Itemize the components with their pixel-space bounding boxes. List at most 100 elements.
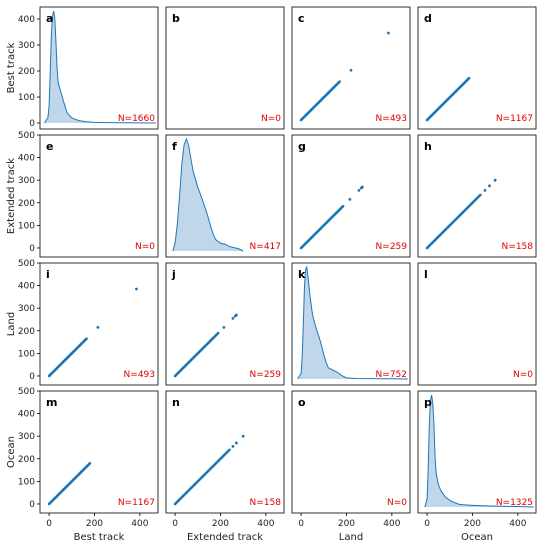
x-tick-label: 200 xyxy=(464,519,481,529)
y-tick-label: 500 xyxy=(18,259,35,269)
panel-i xyxy=(39,262,159,386)
scatter-point xyxy=(387,31,390,35)
y-tick-label: 500 xyxy=(18,131,35,141)
x-tick-label: 400 xyxy=(257,519,274,529)
kde-area xyxy=(44,11,156,123)
scatter-point xyxy=(231,316,235,320)
panel-k xyxy=(291,262,411,386)
panel-letter: d xyxy=(424,12,432,25)
y-tick-label: 0 xyxy=(29,372,35,382)
y-tick-label: 100 xyxy=(18,221,35,231)
panel-count-label: N=0 xyxy=(261,114,281,124)
scatter-point xyxy=(216,331,220,335)
scatter-point xyxy=(357,188,361,192)
panel-count-label: N=0 xyxy=(387,498,407,508)
panel-count-label: N=752 xyxy=(376,370,407,380)
panel-count-label: N=1167 xyxy=(118,498,155,508)
y-axis-label: Land xyxy=(6,312,17,336)
y-tick-label: 300 xyxy=(18,176,35,186)
panel-frame xyxy=(291,390,411,514)
kde-line xyxy=(44,10,156,124)
panel-frame xyxy=(417,134,537,258)
x-axis-label: Extended track xyxy=(187,532,263,543)
x-tick-label: 200 xyxy=(86,519,103,529)
scatter-point xyxy=(483,188,487,192)
y-tick-label: 300 xyxy=(18,41,35,51)
panel-h xyxy=(417,134,537,258)
scatter-point xyxy=(341,204,345,208)
panel-b xyxy=(165,6,285,130)
scatter-point xyxy=(493,178,497,182)
x-tick-label: 0 xyxy=(298,519,304,529)
panel-count-label: N=1325 xyxy=(496,498,533,508)
panel-count-label: N=259 xyxy=(250,370,282,380)
panel-p xyxy=(417,390,537,514)
panel-frame xyxy=(417,262,537,386)
scatter-point xyxy=(338,80,341,83)
y-tick-label: 100 xyxy=(18,349,35,359)
panel-e xyxy=(39,134,159,258)
scatter-point xyxy=(467,76,471,80)
panel-f xyxy=(165,134,285,258)
panel-frame xyxy=(291,134,411,258)
panel-j xyxy=(165,262,285,386)
panel-c xyxy=(291,6,411,130)
scatter-point xyxy=(88,462,92,465)
panel-frame xyxy=(417,6,537,130)
panel-frame xyxy=(165,134,285,258)
panel-count-label: N=0 xyxy=(135,242,155,252)
y-tick-label: 400 xyxy=(18,282,35,292)
x-tick-label: 0 xyxy=(46,519,52,529)
kde-area xyxy=(172,139,244,251)
y-tick-label: 0 xyxy=(29,244,35,254)
panel-l xyxy=(417,262,537,386)
panel-count-label: N=1660 xyxy=(118,114,155,124)
y-axis-label: Extended track xyxy=(6,158,17,234)
scatter-point xyxy=(360,185,364,189)
panel-frame xyxy=(165,390,285,514)
y-axis-label: Ocean xyxy=(6,436,17,468)
panel-letter: o xyxy=(298,396,306,409)
y-tick-label: 400 xyxy=(18,154,35,164)
panel-count-label: N=0 xyxy=(513,370,533,380)
y-tick-label: 0 xyxy=(29,119,35,129)
panel-letter: l xyxy=(424,268,428,281)
y-tick-label: 200 xyxy=(18,455,35,465)
panel-letter: k xyxy=(298,268,306,281)
y-tick-label: 300 xyxy=(18,432,35,442)
panel-a xyxy=(39,6,159,130)
x-tick-label: 200 xyxy=(212,519,229,529)
panel-frame xyxy=(291,262,411,386)
kde-area xyxy=(297,267,408,379)
scatter-point xyxy=(348,197,352,201)
panel-count-label: N=158 xyxy=(502,242,534,252)
panel-d xyxy=(417,6,537,130)
panel-count-label: N=1167 xyxy=(496,114,533,124)
y-tick-label: 200 xyxy=(18,67,35,77)
panel-frame xyxy=(291,6,411,130)
y-tick-label: 100 xyxy=(18,477,35,487)
panel-letter: f xyxy=(172,140,177,153)
panel-o xyxy=(291,390,411,514)
panel-frame xyxy=(165,6,285,130)
panel-letter: g xyxy=(298,140,306,153)
y-axis-label: Best track xyxy=(6,42,17,93)
panel-frame xyxy=(39,134,159,258)
panel-letter: e xyxy=(46,140,53,153)
x-tick-label: 200 xyxy=(338,519,355,529)
y-tick-label: 400 xyxy=(18,410,35,420)
panel-frame xyxy=(165,262,285,386)
x-axis-label: Ocean xyxy=(461,532,493,543)
scatter-point xyxy=(96,325,100,329)
panel-count-label: N=158 xyxy=(250,498,282,508)
y-tick-label: 0 xyxy=(29,500,35,510)
y-tick-label: 200 xyxy=(18,327,35,337)
kde-line xyxy=(297,265,408,380)
x-tick-label: 400 xyxy=(509,519,526,529)
panel-g xyxy=(291,134,411,258)
scatter-point xyxy=(231,444,235,448)
scatter-point xyxy=(479,193,482,197)
x-tick-label: 400 xyxy=(383,519,400,529)
panel-letter: j xyxy=(171,268,176,281)
x-tick-label: 0 xyxy=(424,519,430,529)
